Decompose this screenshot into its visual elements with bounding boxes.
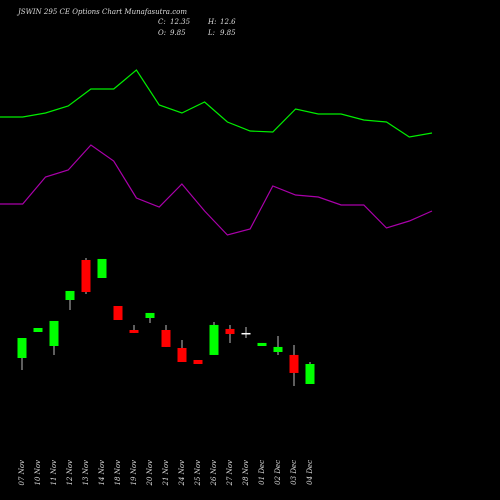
- candle-body: [209, 324, 219, 355]
- x-tick-label: 07 Nov: [18, 460, 26, 485]
- candle-body: [49, 320, 59, 346]
- x-tick-label: 28 Nov: [242, 460, 250, 486]
- candle-body: [241, 332, 251, 335]
- candle-body: [177, 348, 187, 362]
- candle-body: [161, 330, 171, 347]
- x-tick-label: 04 Dec: [306, 460, 314, 485]
- info-label: C:: [158, 18, 166, 26]
- info-label: O:: [158, 29, 166, 37]
- x-tick-label: 10 Nov: [34, 460, 42, 485]
- chart-title: JSWIN 295 CE Options Chart Munafasutra.c…: [16, 8, 187, 16]
- candle-body: [225, 328, 235, 334]
- indicator-line: [0, 144, 433, 236]
- x-tick-label: 21 Nov: [162, 460, 170, 486]
- candle-body: [305, 364, 315, 384]
- x-tick-label: 14 Nov: [98, 460, 106, 485]
- info-value: 9.85: [170, 29, 186, 37]
- candle-body: [33, 328, 43, 332]
- indicator-line: [0, 69, 433, 138]
- x-tick-label: 24 Nov: [178, 460, 186, 486]
- info-label: L:: [207, 29, 215, 37]
- x-tick-label: 20 Nov: [146, 460, 154, 486]
- candle-body: [81, 260, 91, 292]
- candle-body: [97, 258, 107, 278]
- x-tick-label: 18 Nov: [114, 460, 122, 485]
- candle-body: [145, 312, 155, 318]
- x-tick-label: 13 Nov: [82, 460, 90, 485]
- candle-body: [257, 342, 267, 346]
- x-tick-label: 02 Dec: [274, 460, 282, 485]
- candle-body: [193, 360, 203, 364]
- info-value: 12.6: [220, 18, 236, 26]
- candle-body: [289, 354, 299, 373]
- x-tick-label: 12 Nov: [66, 460, 74, 485]
- info-value: 9.85: [220, 29, 236, 37]
- x-tick-label: 25 Nov: [194, 460, 202, 486]
- x-tick-label: 03 Dec: [290, 460, 298, 485]
- candle-body: [65, 290, 75, 300]
- x-tick-label: 27 Nov: [226, 460, 234, 486]
- candle-body: [129, 330, 139, 333]
- x-tick-label: 01 Dec: [258, 460, 266, 485]
- candle-body: [113, 306, 123, 320]
- candle-body: [273, 346, 283, 352]
- x-tick-label: 26 Nov: [210, 460, 218, 486]
- info-label: H:: [207, 18, 216, 26]
- x-tick-label: 19 Nov: [130, 460, 138, 485]
- x-tick-label: 11 Nov: [50, 460, 58, 485]
- info-value: 12.35: [170, 18, 191, 26]
- candle-body: [17, 338, 27, 358]
